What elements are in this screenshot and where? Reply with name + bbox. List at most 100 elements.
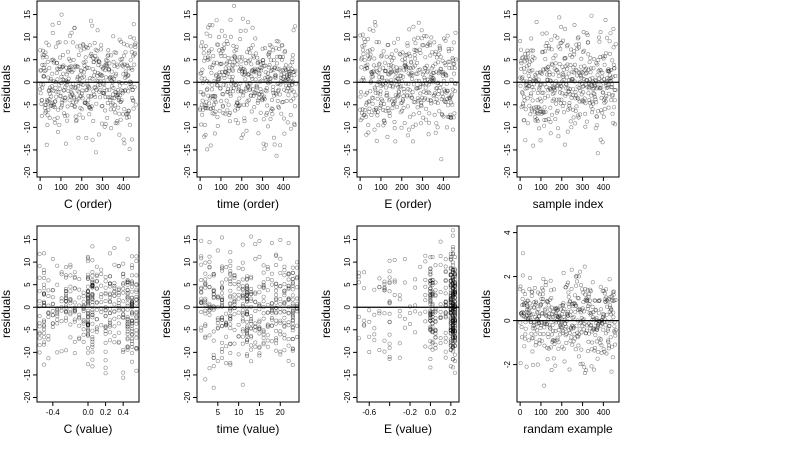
data-point (99, 292, 104, 297)
data-point (399, 84, 404, 89)
data-point (50, 57, 55, 62)
data-point (228, 91, 233, 96)
x-tick-label: 0 (518, 408, 523, 417)
data-point (528, 91, 533, 96)
data-point (583, 71, 588, 76)
data-point (37, 275, 42, 280)
x-tick-label: 0 (518, 183, 523, 192)
data-point (228, 301, 233, 306)
data-point (544, 299, 549, 304)
data-point (443, 300, 448, 305)
data-point (38, 68, 43, 73)
data-point (533, 315, 538, 320)
data-point (207, 65, 212, 70)
data-point (548, 120, 553, 125)
x-axis-label: time (order) (217, 197, 279, 211)
data-point (130, 318, 135, 323)
data-point (37, 330, 42, 335)
data-point (67, 98, 72, 103)
data-point (590, 107, 595, 112)
data-point (609, 98, 614, 103)
data-point (103, 325, 108, 330)
data-point (229, 56, 234, 61)
data-point (604, 287, 609, 292)
data-point (217, 48, 222, 53)
data-point (601, 90, 606, 95)
data-point (134, 283, 139, 288)
data-point (264, 89, 269, 94)
data-point (103, 63, 108, 68)
data-point (528, 305, 533, 310)
data-point (548, 105, 553, 110)
data-point (64, 299, 69, 304)
data-point (59, 308, 64, 313)
data-point (580, 287, 585, 292)
data-point (448, 266, 453, 271)
data-point (561, 314, 566, 319)
data-point (585, 297, 590, 302)
data-point (409, 59, 414, 64)
data-point (365, 53, 370, 58)
data-point (430, 292, 435, 297)
data-point (130, 302, 135, 307)
data-point (452, 311, 457, 316)
data-point (122, 141, 127, 146)
data-point (61, 63, 66, 68)
data-point (525, 298, 530, 303)
data-point (425, 77, 430, 82)
data-point (254, 83, 259, 88)
y-tick-label: 0 (343, 79, 352, 84)
data-point (543, 57, 548, 62)
data-point (538, 109, 543, 114)
data-point (125, 290, 130, 295)
x-tick-label: 200 (555, 183, 569, 192)
data-point (199, 300, 204, 305)
data-point (555, 35, 560, 40)
data-point (224, 277, 229, 282)
data-point (86, 333, 91, 338)
data-point (452, 329, 457, 334)
data-point (452, 299, 457, 304)
data-point (430, 321, 435, 326)
data-point (125, 295, 130, 300)
data-point (565, 43, 570, 48)
data-point (452, 317, 457, 322)
data-point (583, 82, 588, 87)
data-point (72, 307, 77, 312)
data-point (526, 62, 531, 67)
data-point (417, 97, 422, 102)
data-point (249, 326, 254, 331)
data-point (569, 309, 574, 314)
data-point (589, 93, 594, 98)
data-point (203, 277, 208, 282)
data-point (275, 54, 280, 59)
data-point (41, 327, 46, 332)
data-point (233, 82, 238, 87)
data-point (103, 307, 108, 312)
data-point (428, 313, 433, 318)
data-point (529, 58, 534, 63)
data-point (578, 72, 583, 77)
data-point (250, 25, 255, 30)
data-point (372, 332, 377, 337)
data-point (257, 320, 262, 325)
data-point (259, 90, 264, 95)
x-tick-label: 300 (576, 408, 590, 417)
y-tick-label: 0 (343, 304, 352, 309)
data-point (205, 55, 210, 60)
data-point (531, 336, 536, 341)
data-point (529, 108, 534, 113)
data-point (527, 59, 532, 64)
data-point (521, 302, 526, 307)
data-point (256, 68, 261, 73)
data-point (424, 106, 429, 111)
data-point (372, 85, 377, 90)
data-point (76, 52, 81, 57)
data-point (576, 35, 581, 40)
data-point (379, 84, 384, 89)
data-point (37, 299, 42, 304)
y-axis-label: residuals (0, 65, 13, 113)
data-point (200, 98, 205, 103)
data-point (100, 90, 105, 95)
